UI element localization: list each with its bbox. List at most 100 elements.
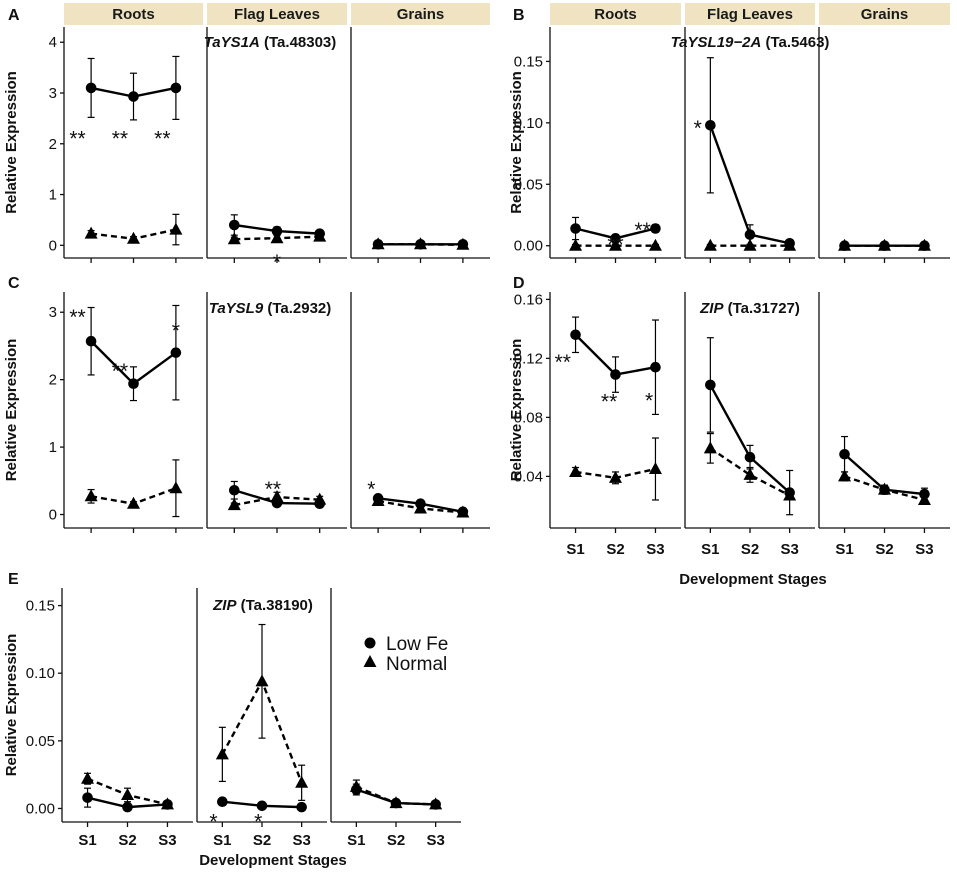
legend: Low Fe Normal [363, 634, 448, 675]
panel-letter: A [8, 7, 20, 24]
circle-marker-icon [364, 637, 376, 649]
y-tick-label: 1 [49, 187, 57, 204]
x-axis-title-bottom: Development Stages [199, 852, 347, 869]
point-low-fe [296, 801, 307, 813]
point-normal [255, 674, 269, 687]
facet-flag-leaves: Flag Leaves [206, 3, 347, 263]
strip-label: Flag Leaves [234, 6, 320, 23]
point-low-fe [570, 329, 581, 341]
facet-grains: S1 S2 S3 [818, 292, 950, 558]
significance-marker: * [694, 117, 702, 140]
point-low-fe [229, 219, 240, 231]
y-axis-title: Relative Expression [3, 634, 20, 777]
significance-marker: * [273, 251, 281, 274]
y-tick-label: 3 [49, 304, 57, 321]
significance-marker: * [254, 811, 262, 834]
point-low-fe [390, 797, 402, 809]
x-tick-label: S1 [835, 541, 853, 558]
gene-name: TaYS1A [204, 34, 260, 51]
y-tick-label: 0 [49, 507, 57, 524]
triangle-marker-icon [363, 655, 377, 667]
point-normal [169, 222, 183, 235]
point-normal [227, 498, 241, 511]
point-low-fe [744, 229, 756, 240]
point-normal [127, 496, 140, 509]
y-tick-label: 4 [49, 34, 57, 51]
y-tick-label: 2 [49, 136, 57, 153]
gene-id: (Ta.2932) [263, 300, 331, 317]
point-low-fe [784, 237, 795, 249]
strip-background [550, 3, 681, 25]
y-axis-title: Relative Expression [508, 339, 525, 482]
facet-roots: S1 S2 S3 [549, 292, 681, 558]
facet-grains: Grains [350, 3, 490, 263]
significance-marker: ** [69, 306, 85, 329]
x-tick-label: S2 [741, 541, 759, 558]
point-normal [838, 469, 852, 482]
strip-background [819, 3, 950, 25]
point-low-fe [256, 800, 268, 812]
x-tick-label: S2 [118, 832, 136, 849]
point-normal [169, 481, 183, 494]
significance-marker: ** [112, 128, 128, 151]
x-tick-label: S3 [426, 832, 444, 849]
y-tick-label: 0.05 [514, 176, 543, 193]
y-tick-label: 0 [49, 237, 57, 254]
strip-label: Flag Leaves [707, 6, 793, 23]
point-low-fe [839, 448, 850, 460]
panel-letter: C [8, 275, 20, 292]
gene-id: (Ta.5463) [761, 34, 829, 51]
point-low-fe [839, 240, 850, 252]
gene-title: TaYS1A (Ta.48303) [204, 34, 337, 51]
point-normal [295, 775, 309, 788]
facet-roots: Roots [63, 3, 203, 263]
strip-label: Grains [861, 6, 909, 23]
facet-flag-leaves: S1 S2 S3 [684, 292, 815, 558]
point-normal [569, 238, 583, 251]
panels: A Relative Expression 0 1 2 3 4 TaYS1A (Ta.4830… [3, 3, 950, 849]
panel-letter: B [513, 7, 525, 24]
x-tick-label: S3 [646, 541, 664, 558]
significance-marker: ** [607, 234, 623, 257]
point-low-fe [162, 799, 173, 810]
point-normal [609, 238, 622, 251]
panel-e: E Relative Expression 0.00 0.05 0.10 0.15 ZIP … [3, 571, 461, 849]
gene-name: TaYSL9 [209, 300, 264, 317]
y-tick-label: 1 [49, 439, 57, 456]
significance-marker: ** [69, 128, 85, 151]
y-tick-label: 0.16 [514, 291, 543, 308]
point-low-fe [217, 796, 228, 808]
legend-label-low-fe: Low Fe [386, 634, 448, 655]
x-axis-title-right: Development Stages [679, 571, 827, 588]
significance-marker: ** [154, 128, 170, 151]
x-tick-label: S3 [158, 832, 176, 849]
point-low-fe [229, 484, 240, 496]
y-tick-label: 3 [49, 85, 57, 102]
significance-marker: ** [265, 478, 281, 501]
point-low-fe [415, 238, 426, 250]
point-normal [215, 747, 229, 760]
point-low-fe [457, 238, 469, 250]
y-axis-title: Relative Expression [3, 339, 20, 482]
point-low-fe [430, 799, 441, 810]
point-normal [81, 771, 95, 784]
x-tick-label: S3 [915, 541, 933, 558]
x-tick-label: S2 [253, 832, 271, 849]
gene-name: TaYSL19−2A [671, 34, 762, 51]
point-low-fe [271, 225, 283, 237]
panel-letter: E [8, 571, 19, 588]
facet-grains [350, 292, 490, 533]
significance-marker: ** [601, 391, 617, 414]
y-tick-label: 0.05 [26, 733, 55, 750]
point-normal [703, 441, 717, 454]
point-normal [569, 464, 583, 477]
point-low-fe [415, 498, 426, 510]
y-tick-label: 2 [49, 372, 57, 389]
x-tick-label: S1 [78, 832, 96, 849]
gene-title: TaYSL19−2A (Ta.5463) [671, 34, 830, 51]
point-low-fe [650, 223, 661, 234]
significance-marker: * [172, 320, 180, 343]
point-normal [84, 226, 98, 239]
panel-letter: D [513, 275, 525, 292]
